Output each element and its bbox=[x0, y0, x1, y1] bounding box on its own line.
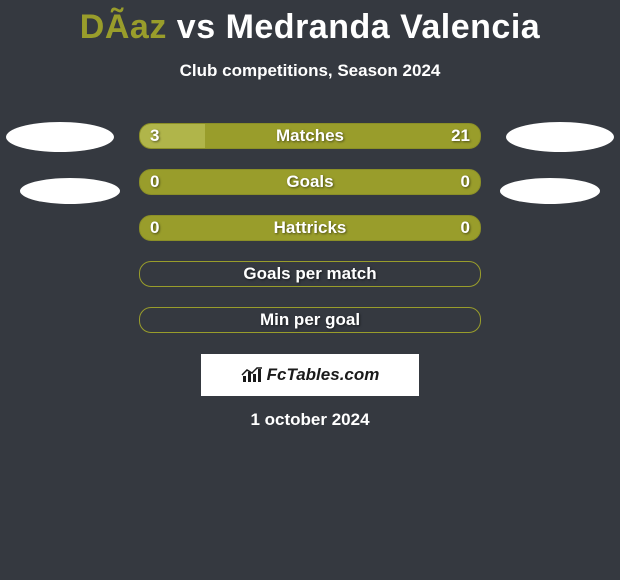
stat-label: Hattricks bbox=[274, 218, 347, 238]
stat-left-value: 3 bbox=[150, 126, 159, 146]
title: DÃ­az vs Medranda Valencia bbox=[0, 0, 620, 47]
player1-name: DÃ­az bbox=[80, 8, 167, 46]
stats-rows: 3 Matches 21 0 Goals 0 0 Hattricks 0 Goa… bbox=[0, 123, 620, 335]
stat-right-value: 21 bbox=[451, 126, 470, 146]
stat-bar: 3 Matches 21 bbox=[139, 123, 481, 149]
stat-label: Goals per match bbox=[243, 264, 376, 284]
comparison-card: DÃ­az vs Medranda Valencia Club competit… bbox=[0, 0, 620, 580]
stat-bar: 0 Hattricks 0 bbox=[139, 215, 481, 241]
stat-bar: Min per goal bbox=[139, 307, 481, 333]
stat-row-goals-per-match: Goals per match bbox=[0, 261, 620, 289]
stat-row-matches: 3 Matches 21 bbox=[0, 123, 620, 151]
date-label: 1 october 2024 bbox=[250, 410, 369, 430]
player2-name: Medranda Valencia bbox=[226, 8, 541, 46]
stat-bar: Goals per match bbox=[139, 261, 481, 287]
stat-row-min-per-goal: Min per goal bbox=[0, 307, 620, 335]
stat-left-value: 0 bbox=[150, 218, 159, 238]
stat-right-value: 0 bbox=[461, 218, 470, 238]
stat-left-value: 0 bbox=[150, 172, 159, 192]
stat-label: Min per goal bbox=[260, 310, 360, 330]
stat-label: Matches bbox=[276, 126, 344, 146]
branding-text: FcTables.com bbox=[267, 365, 380, 385]
chart-icon bbox=[241, 366, 263, 384]
branding-box: FcTables.com bbox=[201, 354, 419, 396]
stat-label: Goals bbox=[286, 172, 333, 192]
stat-bar: 0 Goals 0 bbox=[139, 169, 481, 195]
stat-right-value: 0 bbox=[461, 172, 470, 192]
stat-row-goals: 0 Goals 0 bbox=[0, 169, 620, 197]
stat-row-hattricks: 0 Hattricks 0 bbox=[0, 215, 620, 243]
subtitle: Club competitions, Season 2024 bbox=[0, 61, 620, 81]
vs-label: vs bbox=[177, 8, 216, 46]
